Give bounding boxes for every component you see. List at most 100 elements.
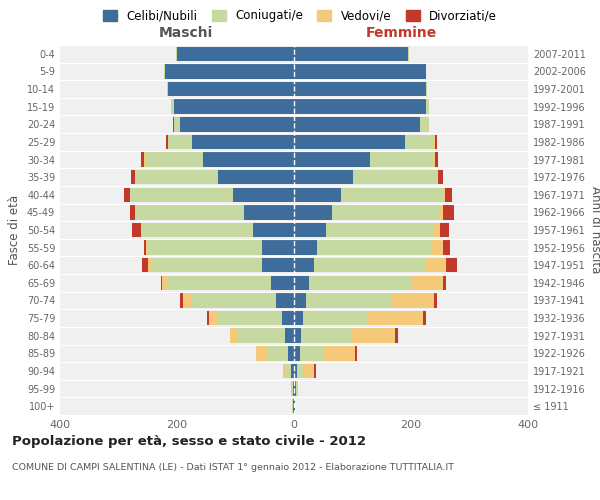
- Bar: [177, 46, 294, 61]
- Bar: [168, 82, 294, 96]
- Bar: [124, 188, 130, 202]
- Bar: [288, 346, 294, 360]
- Bar: [405, 134, 434, 149]
- Bar: [294, 328, 301, 343]
- Bar: [244, 205, 294, 220]
- Bar: [131, 170, 136, 184]
- Y-axis label: Fasce di età: Fasce di età: [8, 195, 21, 265]
- Legend: Celibi/Nubili, Coniugati/e, Vedovi/e, Divorziati/e: Celibi/Nubili, Coniugati/e, Vedovi/e, Di…: [99, 6, 501, 26]
- Bar: [166, 64, 294, 78]
- Bar: [355, 346, 356, 360]
- Bar: [294, 276, 308, 290]
- Bar: [253, 223, 294, 237]
- Bar: [411, 276, 443, 290]
- Bar: [317, 240, 431, 255]
- Bar: [136, 205, 244, 220]
- Bar: [141, 223, 142, 237]
- Bar: [370, 152, 434, 166]
- Bar: [151, 258, 262, 272]
- Bar: [294, 223, 326, 237]
- Bar: [303, 311, 367, 326]
- Bar: [142, 223, 253, 237]
- Bar: [294, 170, 353, 184]
- Bar: [425, 82, 427, 96]
- Bar: [296, 382, 297, 396]
- Bar: [351, 328, 395, 343]
- Bar: [168, 276, 271, 290]
- Bar: [294, 188, 341, 202]
- Bar: [174, 117, 180, 132]
- Bar: [142, 152, 144, 166]
- Text: Popolazione per età, sesso e stato civile - 2012: Popolazione per età, sesso e stato civil…: [12, 435, 366, 448]
- Bar: [161, 276, 163, 290]
- Bar: [294, 364, 297, 378]
- Bar: [395, 328, 398, 343]
- Bar: [367, 311, 422, 326]
- Bar: [323, 346, 355, 360]
- Bar: [180, 294, 183, 308]
- Bar: [301, 328, 351, 343]
- Bar: [437, 170, 439, 184]
- Bar: [439, 170, 443, 184]
- Bar: [294, 240, 317, 255]
- Bar: [445, 188, 452, 202]
- Bar: [268, 346, 288, 360]
- Bar: [294, 294, 306, 308]
- Bar: [148, 240, 262, 255]
- Bar: [294, 382, 296, 396]
- Bar: [425, 258, 446, 272]
- Bar: [130, 205, 136, 220]
- Bar: [166, 134, 167, 149]
- Bar: [341, 188, 443, 202]
- Bar: [293, 382, 294, 396]
- Bar: [294, 258, 314, 272]
- Bar: [303, 364, 314, 378]
- Bar: [326, 223, 434, 237]
- Bar: [168, 134, 191, 149]
- Bar: [435, 152, 438, 166]
- Bar: [174, 100, 294, 114]
- Bar: [145, 152, 203, 166]
- Bar: [434, 294, 437, 308]
- Bar: [294, 82, 425, 96]
- Bar: [332, 205, 440, 220]
- Bar: [209, 311, 218, 326]
- Bar: [314, 258, 425, 272]
- Text: Maschi: Maschi: [159, 26, 214, 40]
- Bar: [148, 258, 151, 272]
- Bar: [294, 64, 425, 78]
- Bar: [180, 117, 294, 132]
- Bar: [191, 294, 277, 308]
- Bar: [443, 188, 445, 202]
- Bar: [306, 294, 391, 308]
- Bar: [262, 258, 294, 272]
- Bar: [271, 276, 294, 290]
- Bar: [262, 240, 294, 255]
- Bar: [297, 364, 303, 378]
- Bar: [203, 152, 294, 166]
- Bar: [446, 258, 457, 272]
- Bar: [440, 223, 449, 237]
- Bar: [256, 346, 268, 360]
- Bar: [431, 240, 443, 255]
- Bar: [440, 205, 443, 220]
- Bar: [285, 328, 294, 343]
- Bar: [191, 134, 294, 149]
- Bar: [434, 223, 440, 237]
- Bar: [294, 346, 300, 360]
- Bar: [142, 258, 148, 272]
- Bar: [294, 134, 405, 149]
- Bar: [167, 82, 168, 96]
- Bar: [443, 205, 454, 220]
- Bar: [238, 328, 285, 343]
- Bar: [294, 205, 332, 220]
- Bar: [293, 399, 294, 413]
- Bar: [294, 152, 370, 166]
- Bar: [294, 311, 303, 326]
- Bar: [146, 240, 148, 255]
- Bar: [422, 311, 425, 326]
- Text: COMUNE DI CAMPI SALENTINA (LE) - Dati ISTAT 1° gennaio 2012 - Elaborazione TUTTI: COMUNE DI CAMPI SALENTINA (LE) - Dati IS…: [12, 462, 454, 471]
- Bar: [183, 294, 191, 308]
- Bar: [294, 100, 425, 114]
- Bar: [291, 364, 294, 378]
